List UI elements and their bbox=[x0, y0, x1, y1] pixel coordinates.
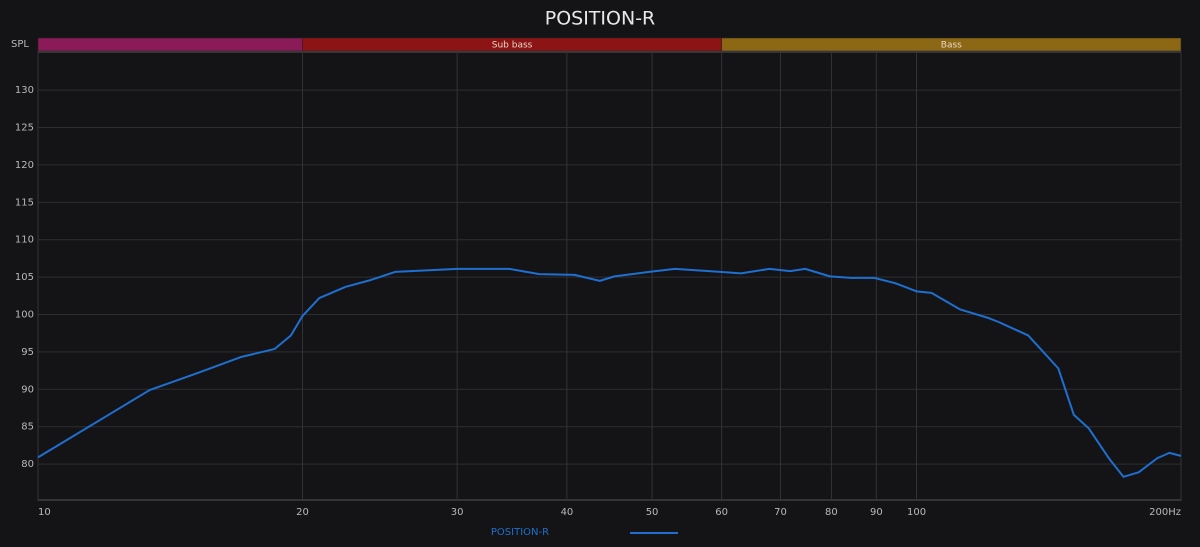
y-tick-label: 90 bbox=[21, 384, 34, 395]
y-tick-label: 130 bbox=[15, 85, 34, 96]
x-tick-label: 70 bbox=[774, 507, 787, 518]
y-tick-label: 125 bbox=[15, 123, 34, 134]
y-tick-label: 110 bbox=[15, 235, 34, 246]
band-label: Sub bass bbox=[492, 41, 533, 51]
y-tick-label: 100 bbox=[15, 310, 34, 321]
plot-frame bbox=[37, 51, 1182, 501]
x-tick-label: 10 bbox=[38, 507, 51, 518]
y-tick-label: 115 bbox=[15, 197, 34, 208]
x-tick-label: 40 bbox=[561, 507, 574, 518]
y-tick-label: 80 bbox=[21, 459, 34, 470]
y-tick-label: 120 bbox=[15, 160, 34, 171]
x-tick-label: 30 bbox=[451, 507, 464, 518]
legend-label: POSITION-R bbox=[491, 527, 549, 538]
y-tick-label: 95 bbox=[21, 347, 34, 358]
x-tick-label: 80 bbox=[825, 507, 838, 518]
chart-title: POSITION-R bbox=[545, 8, 656, 30]
band bbox=[37, 37, 303, 52]
y-tick-label: 105 bbox=[15, 272, 34, 283]
x-tick-label: 50 bbox=[646, 507, 659, 518]
band-label: Bass bbox=[941, 41, 962, 51]
band bbox=[721, 37, 1182, 52]
x-tick-label: 90 bbox=[870, 507, 883, 518]
x-tick-label: 60 bbox=[715, 507, 728, 518]
x-tick-label: 20 bbox=[296, 507, 309, 518]
x-tick-label: 100 bbox=[907, 507, 926, 518]
y-tick-label: 85 bbox=[21, 422, 34, 433]
series-line bbox=[37, 267, 1182, 478]
x-tick-label: 200Hz bbox=[1149, 507, 1181, 518]
y-axis-label: SPL bbox=[11, 39, 29, 50]
